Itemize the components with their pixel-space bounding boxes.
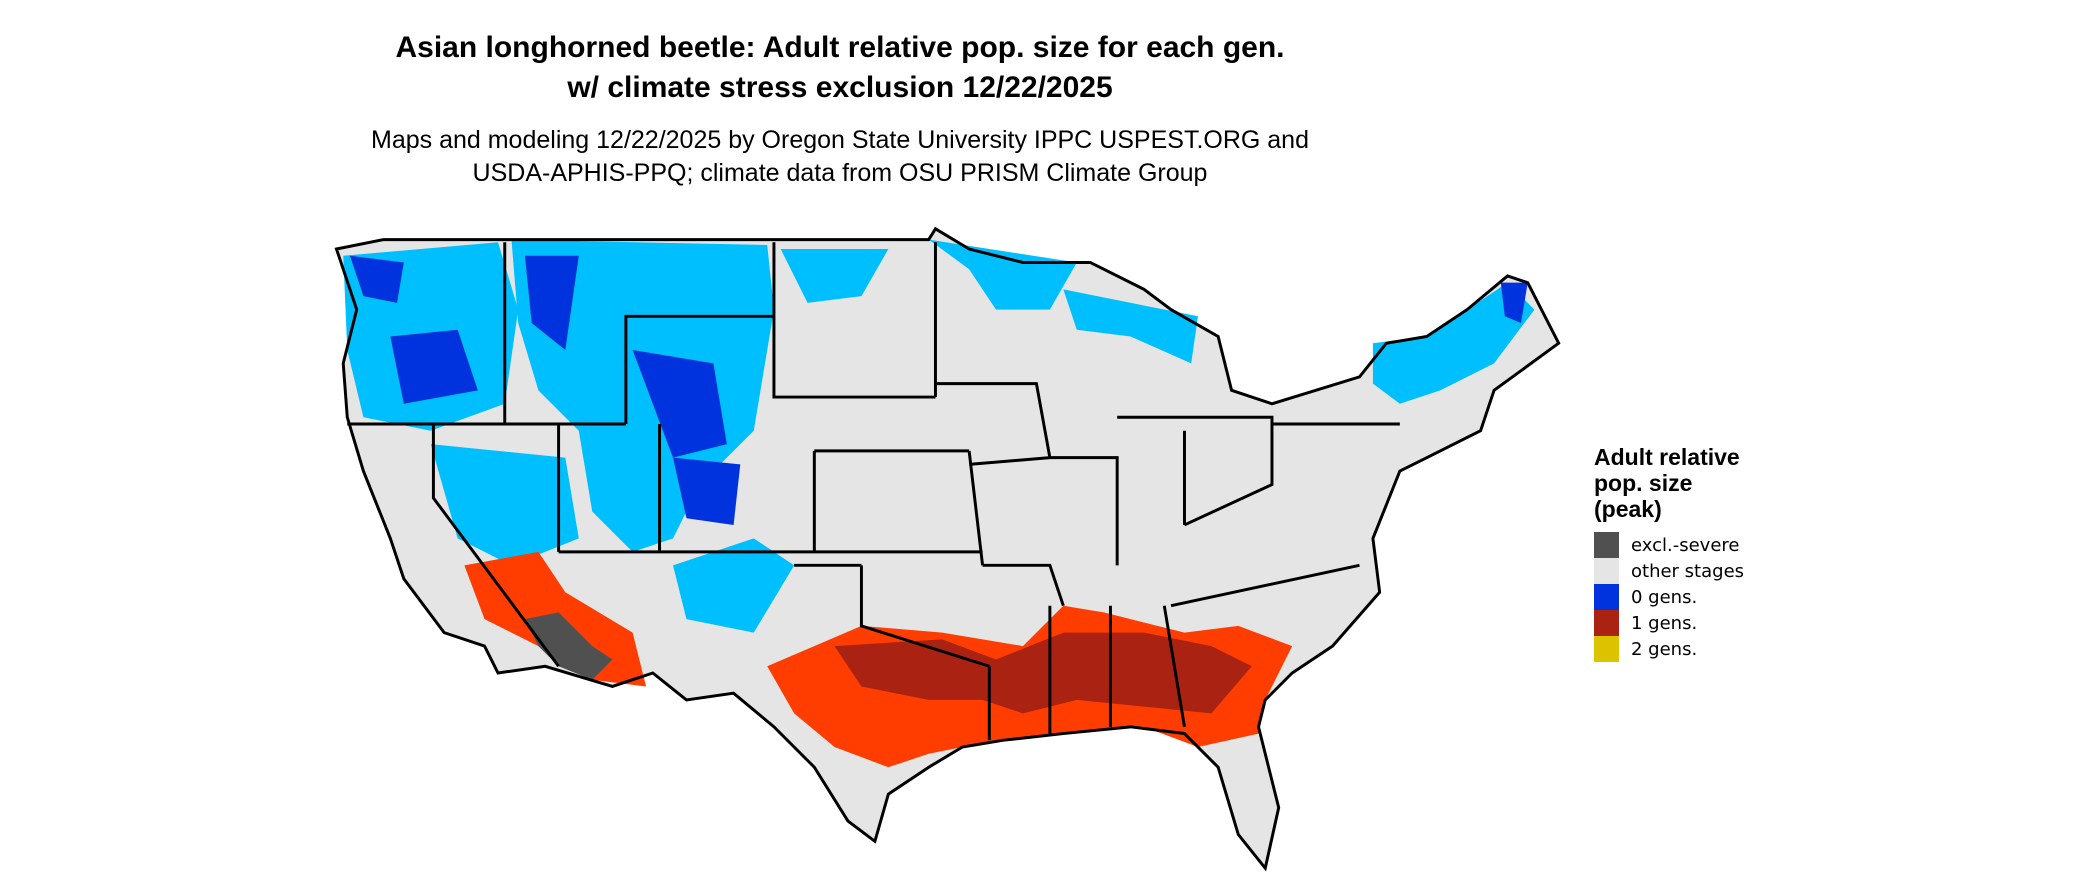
legend-item-1-gens: 1 gens. [1594,610,1744,636]
map-subtitle-line-1: Maps and modeling 12/22/2025 by Oregon S… [371,126,1309,154]
one-gen-regions [464,551,1293,768]
map-title-line-2: w/ climate stress exclusion 12/22/2025 [567,71,1113,104]
legend-title-line-1: Adult relative [1594,444,1740,470]
legend-item-other-stages: other stages [1594,558,1744,584]
legend-label: other stages [1631,560,1745,582]
legend-title-line-3: (peak) [1594,496,1662,522]
legend-swatch [1594,610,1619,636]
legend-swatch [1594,532,1619,558]
legend-item-excl-severe: excl.-severe [1594,532,1744,558]
legend-label: 2 gens. [1631,638,1698,660]
legend-swatch [1594,558,1619,584]
legend-label: excl.-severe [1631,534,1740,556]
state-borders [334,226,1561,872]
legend-title-line-2: pop. size [1594,470,1693,496]
legend: Adult relative pop. size (peak) excl.-se… [1594,444,1744,662]
legend-label: 1 gens. [1631,612,1698,634]
legend-label: 0 gens. [1631,586,1698,608]
legend-swatch [1594,584,1619,610]
map-subtitle-line-2: USDA-APHIS-PPQ; climate data from OSU PR… [472,159,1208,187]
map-title-line-1: Asian longhorned beetle: Adult relative … [395,31,1285,64]
legend-item-2-gens: 2 gens. [1594,636,1744,662]
legend-item-0-gens: 0 gens. [1594,584,1744,610]
legend-swatch [1594,636,1619,662]
